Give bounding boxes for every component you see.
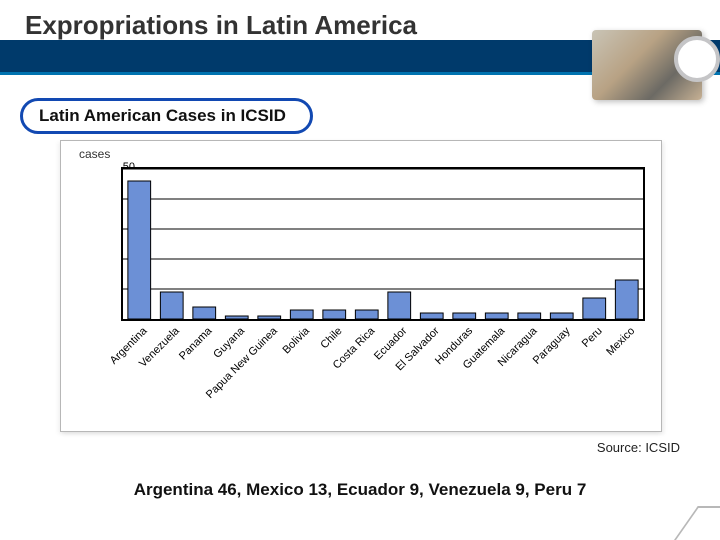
- plot-area: [121, 167, 645, 321]
- bar: [518, 313, 541, 319]
- x-label: Bolivia: [281, 325, 312, 356]
- bar: [160, 292, 183, 319]
- bar: [550, 313, 573, 319]
- bar: [453, 313, 476, 319]
- source-note: Source: ICSID: [597, 440, 680, 455]
- bar: [355, 310, 378, 319]
- bar: [485, 313, 508, 319]
- x-label: Panama: [177, 325, 214, 362]
- bar: [388, 292, 411, 319]
- x-label: Mexico: [604, 325, 637, 358]
- bar: [225, 316, 248, 319]
- bar: [583, 298, 606, 319]
- bar: [420, 313, 443, 319]
- bar: [323, 310, 346, 319]
- decorative-photo: [592, 30, 702, 100]
- slide: Expropriations in Latin America Latin Am…: [0, 0, 720, 540]
- bar: [128, 181, 151, 319]
- page-corner-decoration: [676, 508, 720, 540]
- bar: [290, 310, 313, 319]
- subtitle-pill: Latin American Cases in ICSID: [20, 98, 313, 134]
- x-label: Peru: [580, 325, 605, 350]
- x-labels: ArgentinaVenezuelaPanamaGuyanaPapua New …: [121, 321, 641, 431]
- x-label: Chile: [319, 325, 345, 351]
- page-title: Expropriations in Latin America: [25, 10, 417, 41]
- highlight-caption: Argentina 46, Mexico 13, Ecuador 9, Vene…: [0, 480, 720, 500]
- chart-frame: cases 0 10 20 30 40 50 ArgentinaVenezuel…: [60, 140, 662, 432]
- bar: [193, 307, 216, 319]
- bar: [615, 280, 638, 319]
- y-axis-label: cases: [79, 147, 110, 161]
- bar: [258, 316, 281, 319]
- bar-chart-svg: [123, 169, 643, 319]
